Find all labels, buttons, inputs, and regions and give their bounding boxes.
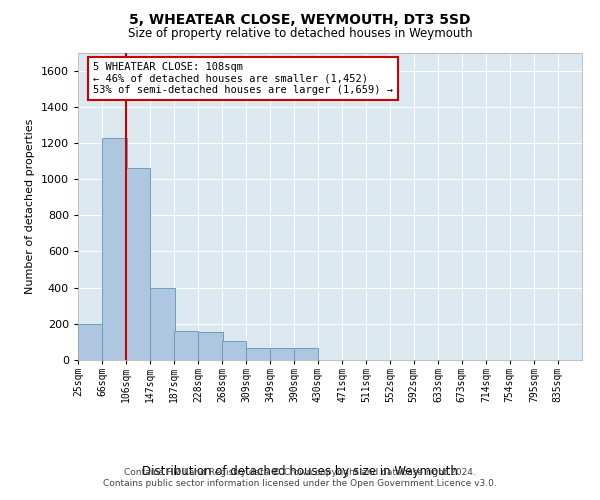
Bar	[198, 332, 223, 360]
Bar	[78, 324, 102, 360]
Bar	[294, 348, 319, 360]
Text: Distribution of detached houses by size in Weymouth: Distribution of detached houses by size …	[142, 465, 458, 478]
Bar	[126, 168, 150, 360]
Bar	[102, 138, 127, 360]
Y-axis label: Number of detached properties: Number of detached properties	[25, 118, 35, 294]
Text: Contains HM Land Registry data © Crown copyright and database right 2024.
Contai: Contains HM Land Registry data © Crown c…	[103, 468, 497, 487]
Bar	[246, 348, 271, 360]
Bar	[222, 341, 246, 360]
Bar	[270, 348, 294, 360]
Text: 5 WHEATEAR CLOSE: 108sqm
← 46% of detached houses are smaller (1,452)
53% of sem: 5 WHEATEAR CLOSE: 108sqm ← 46% of detach…	[93, 62, 393, 95]
Text: Size of property relative to detached houses in Weymouth: Size of property relative to detached ho…	[128, 28, 472, 40]
Text: 5, WHEATEAR CLOSE, WEYMOUTH, DT3 5SD: 5, WHEATEAR CLOSE, WEYMOUTH, DT3 5SD	[129, 12, 471, 26]
Bar	[174, 331, 198, 360]
Bar	[150, 288, 175, 360]
